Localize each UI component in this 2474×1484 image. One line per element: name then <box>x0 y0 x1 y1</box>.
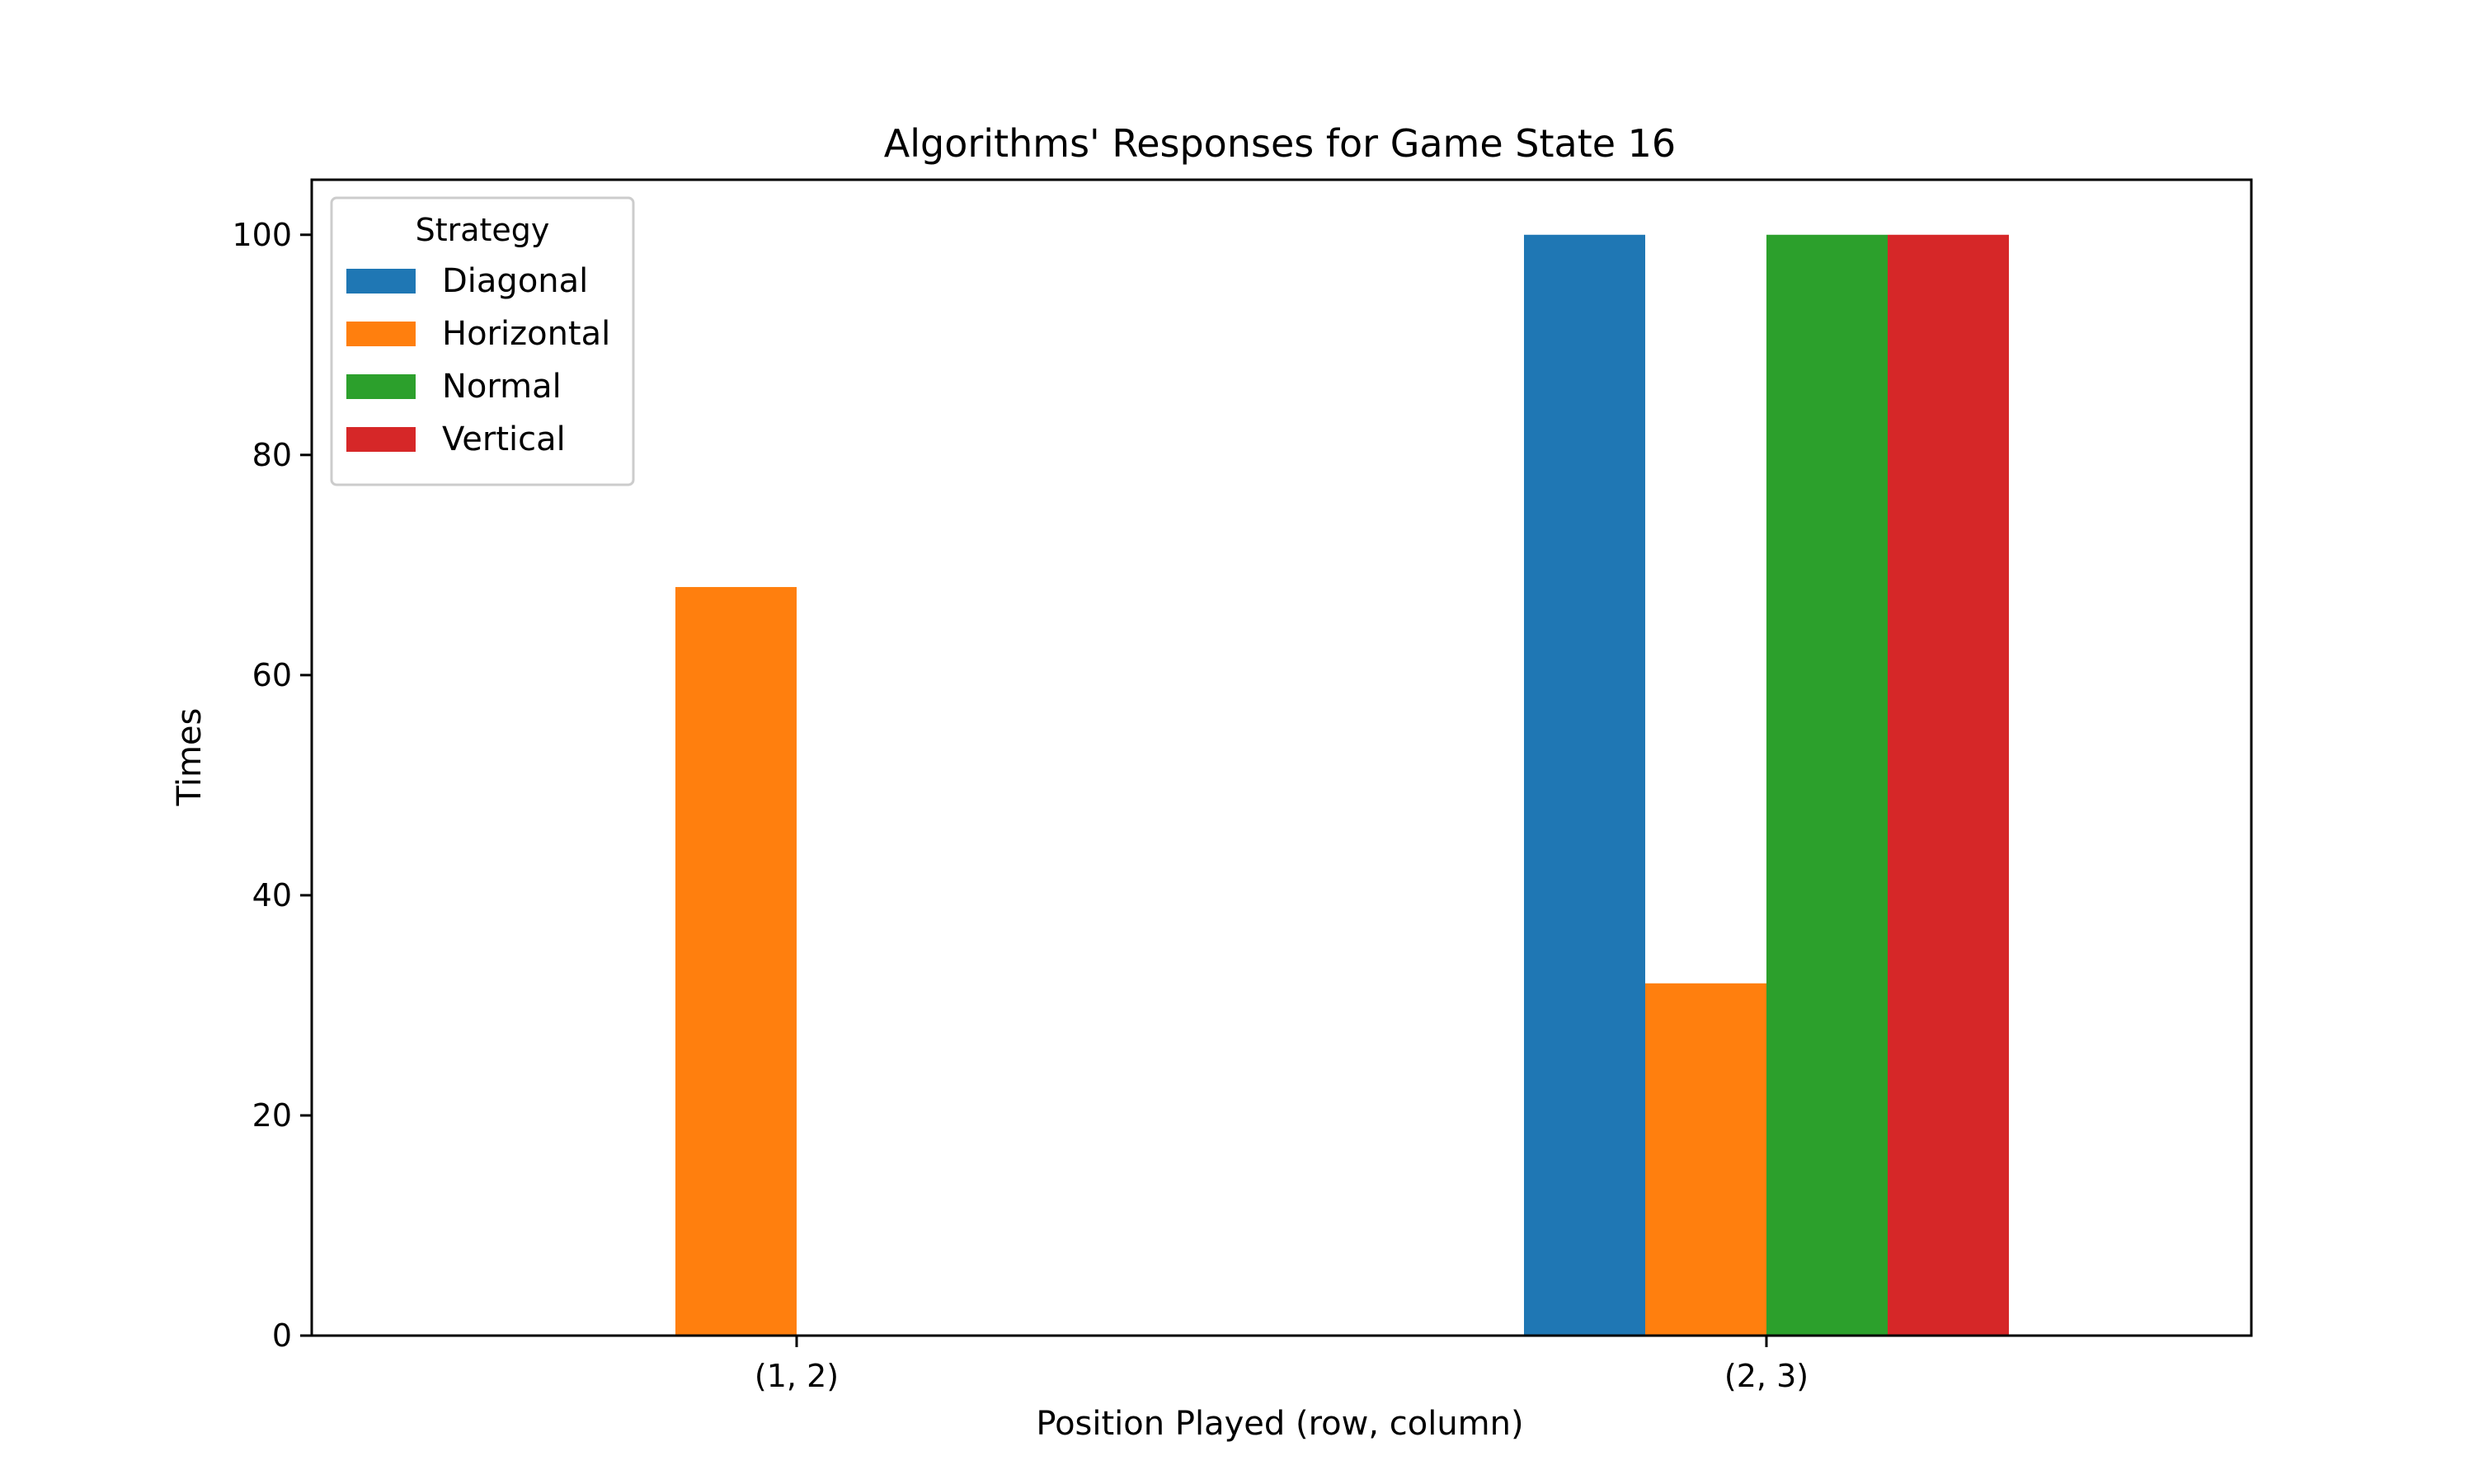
legend-swatch-vertical <box>346 427 416 452</box>
y-tick-label: 20 <box>252 1097 292 1134</box>
legend-label-horizontal: Horizontal <box>442 315 610 353</box>
bar-normal-2 <box>1766 234 1888 1336</box>
x-tick-label: (2, 3) <box>1724 1358 1808 1394</box>
bar-diagonal-2 <box>1524 234 1645 1336</box>
legend-swatch-normal <box>346 374 416 399</box>
x-axis: (1, 2) (2, 3) <box>755 1336 1808 1394</box>
legend-swatch-horizontal <box>346 322 416 346</box>
y-tick-label: 0 <box>272 1317 292 1354</box>
x-axis-label: Position Played (row, column) <box>1036 1405 1523 1443</box>
bar-vertical-2 <box>1888 234 2009 1336</box>
y-tick-label: 80 <box>252 437 292 473</box>
legend-title: Strategy <box>416 212 550 248</box>
plot-frame <box>310 178 2253 1337</box>
bar-horizontal-2 <box>1645 983 1766 1336</box>
y-axis: 0 20 40 60 80 100 <box>232 217 312 1354</box>
legend-label-diagonal: Diagonal <box>442 262 588 300</box>
legend-label-normal: Normal <box>442 368 562 406</box>
y-tick-label: 40 <box>252 877 292 913</box>
legend-items: Diagonal Horizontal Normal Vertical <box>346 262 610 458</box>
x-tick-label: (1, 2) <box>755 1358 839 1394</box>
legend-label-vertical: Vertical <box>442 420 566 458</box>
legend: Strategy Diagonal Horizontal Normal Vertica… <box>330 196 635 486</box>
chart-title: Algorithms' Responses for Game State 16 <box>884 121 1676 166</box>
legend-swatch-diagonal <box>346 269 416 294</box>
bar-horizontal-1 <box>675 587 797 1336</box>
y-tick-label: 100 <box>232 217 292 253</box>
y-tick-label: 60 <box>252 657 292 693</box>
y-axis-label: Times <box>171 708 209 807</box>
bars-group <box>675 234 2009 1336</box>
